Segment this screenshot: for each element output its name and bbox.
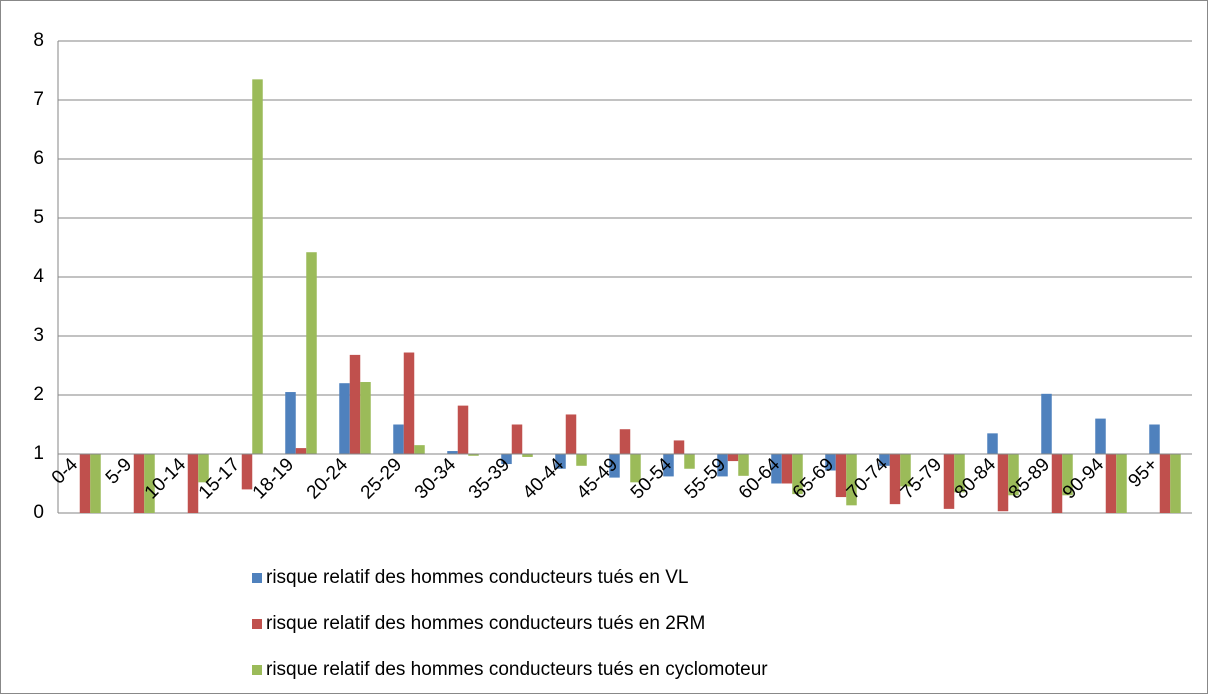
bar (522, 454, 533, 457)
bar (79, 454, 91, 513)
bar (393, 424, 404, 454)
bar (900, 454, 911, 487)
bar (663, 454, 674, 477)
y-tick-label: 6 (33, 148, 44, 169)
bar (90, 454, 101, 513)
bar (252, 79, 263, 454)
legend-label: risque relatif des hommes conducteurs tu… (266, 567, 688, 588)
bar (187, 454, 199, 513)
bar (144, 454, 155, 513)
bar (565, 414, 577, 454)
bar (673, 440, 685, 454)
legend-swatch (252, 573, 262, 583)
legend-swatch (252, 665, 262, 675)
bar (792, 454, 803, 495)
bar (609, 454, 620, 478)
bar (447, 451, 458, 454)
y-tick-label: 4 (33, 266, 44, 287)
bar (295, 448, 307, 454)
bar (738, 454, 749, 476)
bar (339, 383, 350, 454)
legend-swatch (252, 619, 262, 629)
bar (511, 424, 523, 454)
bar (468, 454, 479, 456)
bar (1041, 393, 1052, 454)
legend-label: risque relatif des hommes conducteurs tu… (266, 659, 768, 680)
bar (889, 454, 901, 505)
bar (241, 454, 253, 490)
bar (717, 454, 728, 477)
y-tick-label: 2 (33, 384, 44, 405)
bar (198, 454, 209, 483)
bar (403, 352, 415, 454)
bar (1105, 454, 1117, 513)
y-tick-label: 1 (33, 443, 44, 464)
bar (771, 454, 782, 484)
bar (630, 454, 641, 483)
bar (1095, 418, 1106, 454)
bar (835, 454, 847, 498)
bar (133, 454, 145, 513)
bar (1062, 454, 1073, 496)
y-tick-label: 0 (33, 502, 44, 523)
bar (825, 454, 836, 471)
bar (457, 405, 469, 454)
bar (1170, 454, 1181, 513)
bar (987, 433, 998, 454)
bar (943, 454, 955, 509)
bar (619, 429, 631, 454)
y-tick-label: 5 (33, 207, 44, 228)
bar (576, 454, 587, 466)
bar (1116, 454, 1127, 513)
bar (879, 454, 890, 466)
legend-label: risque relatif des hommes conducteurs tu… (266, 613, 705, 634)
y-tick-label: 7 (33, 89, 44, 110)
bar (1149, 424, 1160, 454)
bar (285, 392, 296, 454)
bar (1008, 454, 1019, 496)
bar (781, 454, 793, 484)
bar (306, 252, 317, 454)
bar (727, 454, 739, 462)
y-tick-label: 8 (33, 30, 44, 51)
bar (360, 382, 371, 454)
bar (846, 454, 857, 506)
bar (997, 454, 1009, 512)
bar (1051, 454, 1063, 513)
bar (1159, 454, 1171, 513)
bar (349, 354, 361, 454)
bar (501, 454, 512, 465)
y-tick-label: 3 (33, 325, 44, 346)
bar (954, 454, 965, 493)
bar (414, 445, 425, 454)
bar (684, 454, 695, 469)
bar (555, 454, 566, 469)
